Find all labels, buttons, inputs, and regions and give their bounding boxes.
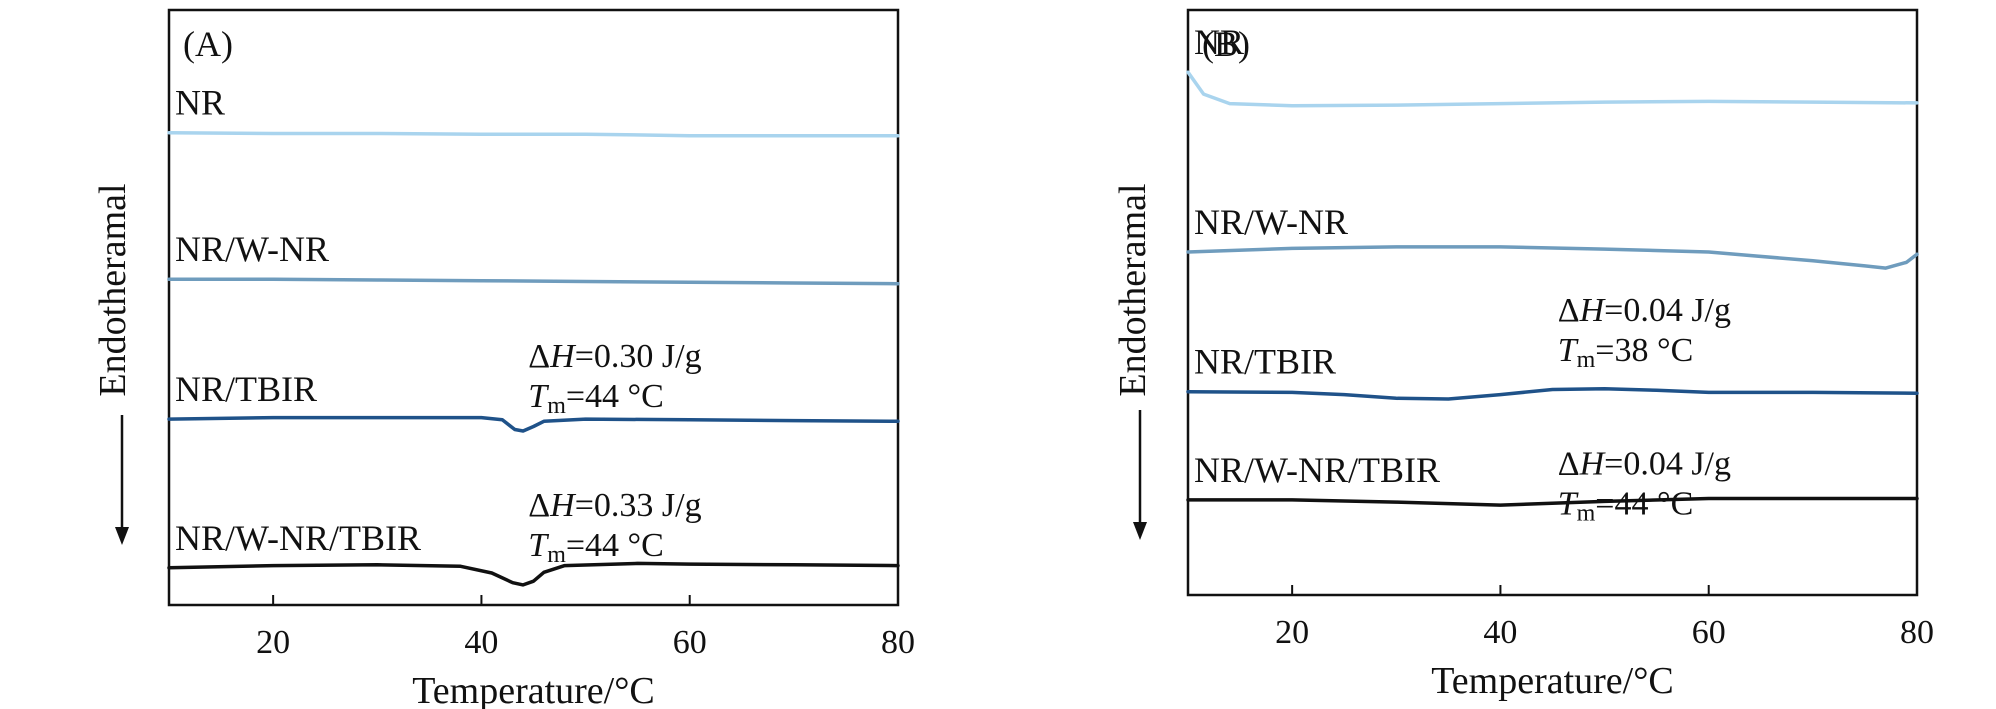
x-tick-label: 20 (256, 624, 290, 661)
series-line-4 (167, 561, 900, 587)
enthalpy-annotation-2: ΔH=0.33 J/g (528, 487, 701, 524)
panel-label: (A) (183, 24, 233, 64)
y-direction-arrow-icon (115, 527, 129, 545)
series-label-2: NR/W-NR (1194, 202, 1348, 242)
melting-temp-annotation-1: Tm=38 °C (1558, 332, 1694, 373)
x-tick-label: 60 (673, 624, 707, 661)
series-line-1 (1186, 70, 1919, 108)
series-label-2: NR/W-NR (175, 229, 329, 269)
x-tick-label: 40 (1483, 614, 1517, 651)
plot-frame (167, 8, 900, 607)
plot-frame (1186, 8, 1919, 597)
series-line-4 (1186, 496, 1919, 507)
y-axis-label: Endotheramal (92, 183, 134, 396)
enthalpy-annotation-1: ΔH=0.30 J/g (528, 338, 701, 375)
x-tick-label: 80 (1900, 614, 1934, 651)
series-line-3 (1186, 387, 1919, 401)
series-label-3: NR/TBIR (1194, 342, 1336, 382)
melting-temp-annotation-2: Tm=44 °C (1558, 485, 1694, 526)
x-tick-label: 40 (464, 624, 498, 661)
enthalpy-annotation-2: ΔH=0.04 J/g (1558, 445, 1731, 482)
chart-panel-1: 20 40 60 80 Temperature/°C Endotheramal (A) NR N… (92, 8, 915, 709)
x-axis-label: Temperature/°C (412, 670, 655, 709)
x-tick-label: 60 (1692, 614, 1726, 651)
melting-temp-annotation-1: Tm=44 °C (528, 378, 664, 419)
series-label-3: NR/TBIR (175, 369, 317, 409)
series-label-4: NR/W-NR/TBIR (1194, 450, 1440, 490)
series-label-1: NR (175, 83, 225, 123)
chart-panel-2: 20 40 60 80 Temperature/°C Endotheramal (B)NR N… (1112, 8, 1934, 702)
x-axis-label: Temperature/°C (1431, 660, 1674, 702)
panel-label: (B) (1202, 24, 1250, 64)
enthalpy-annotation-1: ΔH=0.04 J/g (1558, 292, 1731, 329)
x-tick-label: 20 (1275, 614, 1309, 651)
melting-temp-annotation-2: Tm=44 °C (528, 527, 664, 568)
x-tick-label: 80 (881, 624, 915, 661)
series-label-1: NR (1194, 22, 1244, 62)
series-label-4: NR/W-NR/TBIR (175, 518, 421, 558)
series-line-2 (167, 277, 900, 286)
series-line-1 (167, 130, 900, 138)
y-axis-label: Endotheramal (1112, 183, 1154, 396)
series-line-3 (167, 415, 900, 433)
y-direction-arrow-icon (1133, 522, 1147, 540)
series-line-2 (1186, 245, 1919, 270)
